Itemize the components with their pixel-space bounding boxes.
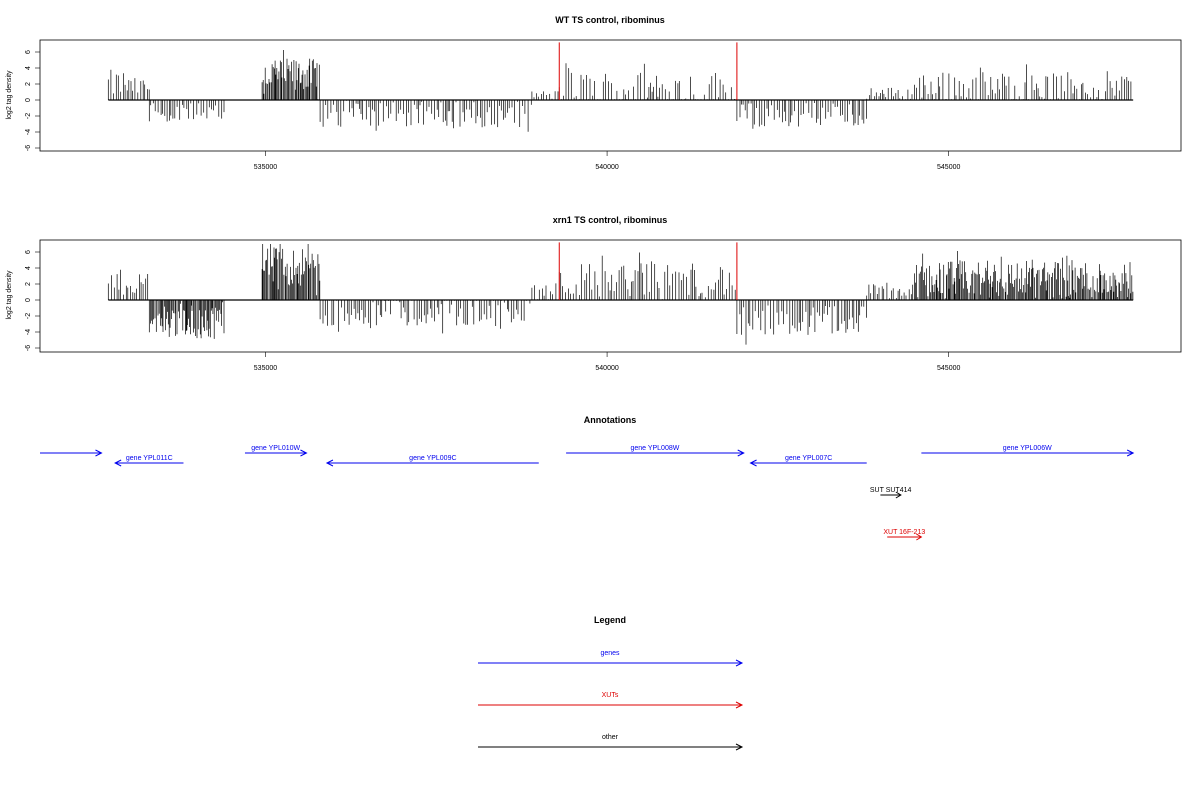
feature-label-0: SUT SUT414 xyxy=(870,487,912,494)
y-tick-label-1: -4 xyxy=(25,129,32,135)
wt-track-title: WT TS control, ribominus xyxy=(555,15,665,25)
x-tick-label-1: 540000 xyxy=(595,164,618,171)
y-tick-label-4: 2 xyxy=(25,82,32,86)
gene-arrow-4-head xyxy=(737,449,745,457)
y-tick-label-5: 4 xyxy=(25,66,32,70)
legend-arrow-0-head xyxy=(735,659,744,667)
legend-label-0: genes xyxy=(600,650,620,657)
y-tick-label-6: 6 xyxy=(25,250,32,254)
y-tick-label-2: -2 xyxy=(25,313,32,319)
legend-arrow-1-head xyxy=(735,701,744,709)
x-tick-label-2: 545000 xyxy=(937,365,960,372)
x-tick-label-2: 545000 xyxy=(937,164,960,171)
gene-arrow-0-head xyxy=(95,449,103,457)
annotations-title: Annotations xyxy=(584,415,637,425)
feature-arrow-0-head xyxy=(895,491,902,499)
gene-label-2: gene YPL010W xyxy=(251,445,300,452)
gene-label-6: gene YPL006W xyxy=(1003,445,1052,452)
wt-plot-frame xyxy=(39,39,1182,152)
legend-label-2: other xyxy=(602,734,619,741)
xrn1-region-markers xyxy=(558,242,738,300)
gene-label-3: gene YPL009C xyxy=(409,455,456,462)
gene-arrow-5-head xyxy=(749,459,757,467)
gene-label-1: gene YPL011C xyxy=(126,455,173,462)
legend-label-1: XUTs xyxy=(602,692,619,699)
y-tick-label-4: 2 xyxy=(25,282,32,286)
wt-density-bars xyxy=(107,50,1132,132)
y-tick-label-6: 6 xyxy=(25,50,32,54)
y-tick-label-0: -6 xyxy=(25,345,32,351)
feature-label-1: XUT 16F-213 xyxy=(883,529,925,536)
xrn1-plot-frame xyxy=(39,239,1182,353)
gene-label-4: gene YPL008W xyxy=(630,445,679,452)
xrn1-density-bars xyxy=(107,244,1134,345)
wt-y-axis-label: log2 tag density xyxy=(6,70,13,120)
xrn1-x-axis: 535000 540000 545000 xyxy=(254,352,960,372)
gene-arrow-6-head xyxy=(1126,449,1135,457)
xrn1-track-panel: xrn1 TS control, ribominus log2 tag dens… xyxy=(6,215,1182,372)
xrn1-y-axis: -6 -4 -2 0 2 4 6 xyxy=(25,250,40,351)
wt-x-axis: 535000 540000 545000 xyxy=(254,151,960,171)
xrn1-track-title: xrn1 TS control, ribominus xyxy=(553,215,668,225)
gene-arrow-3-head xyxy=(325,459,334,467)
x-tick-label-0: 535000 xyxy=(254,164,277,171)
wt-track-panel: WT TS control, ribominus log2 tag densit… xyxy=(6,15,1182,171)
y-tick-label-3: 0 xyxy=(25,298,32,302)
x-tick-label-1: 540000 xyxy=(595,365,618,372)
legend-title: Legend xyxy=(594,615,626,625)
y-tick-label-2: -2 xyxy=(25,113,32,119)
legend: Legend genes XUTs other xyxy=(478,615,744,751)
legend-items: genes XUTs other xyxy=(478,650,744,751)
y-tick-label-0: -6 xyxy=(25,145,32,151)
gene-arrow-1-head xyxy=(114,459,122,467)
y-tick-label-3: 0 xyxy=(25,98,32,102)
wt-region-markers xyxy=(558,42,738,100)
y-tick-label-1: -4 xyxy=(25,329,32,335)
gene-label-5: gene YPL007C xyxy=(785,455,832,462)
x-tick-label-0: 535000 xyxy=(254,365,277,372)
xrn1-y-axis-label: log2 tag density xyxy=(6,270,13,320)
feature-arrow-1-head xyxy=(916,533,923,541)
y-tick-label-5: 4 xyxy=(25,266,32,270)
legend-arrow-2-head xyxy=(735,743,744,751)
gene-arrow-2-head xyxy=(300,449,308,457)
wt-y-axis: -6 -4 -2 0 2 4 6 xyxy=(25,50,40,151)
annotation-features: gene YPL011C gene YPL010W gene YPL009C gene… xyxy=(40,445,1135,541)
